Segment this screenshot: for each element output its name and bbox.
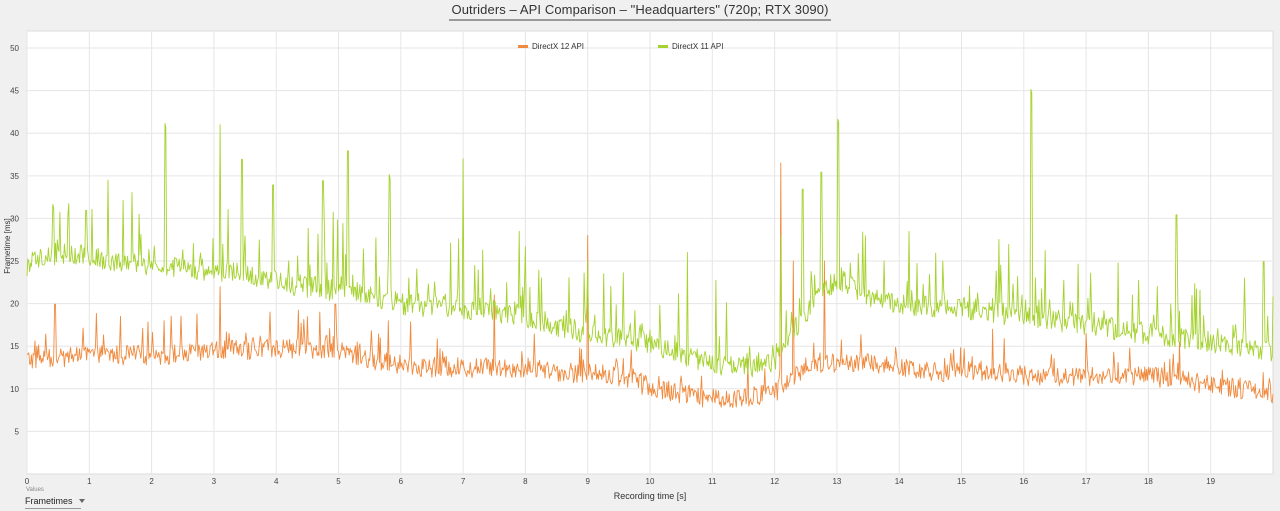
- y-tick-label: 45: [10, 87, 19, 96]
- grid: [26, 31, 1273, 474]
- legend[interactable]: DirectX 12 API DirectX 11 API: [518, 42, 723, 51]
- legend-swatch: [518, 45, 528, 48]
- x-tick-label: 3: [212, 477, 217, 486]
- x-axis-ticks: 0 1 2 3 4 5 6 7 8 9 10 11 12 13 14 15 16 17 18 19: [25, 477, 1216, 486]
- values-caption: Values: [26, 487, 44, 493]
- x-tick-label: 0: [25, 477, 30, 486]
- y-axis-ticks: 5 10 15 20 25 30 35 40 45 50: [10, 44, 19, 436]
- legend-label[interactable]: DirectX 12 API: [532, 42, 584, 51]
- x-tick-label: 9: [585, 477, 590, 486]
- x-tick-label: 11: [708, 477, 717, 486]
- x-tick-label: 6: [399, 477, 404, 486]
- chart-title: Outriders – API Comparison – "Headquarte…: [449, 2, 831, 21]
- series-select-label: Frametimes: [25, 496, 73, 506]
- x-tick-label: 12: [770, 477, 779, 486]
- series-line-dx12: [26, 162, 1274, 408]
- dropdown-underline: [25, 508, 81, 509]
- x-tick-label: 15: [957, 477, 966, 486]
- x-tick-label: 18: [1144, 477, 1153, 486]
- y-tick-label: 5: [15, 427, 20, 436]
- x-tick-label: 13: [832, 477, 841, 486]
- y-tick-label: 20: [10, 300, 19, 309]
- title-bar: Outriders – API Comparison – "Headquarte…: [0, 0, 1280, 26]
- x-tick-label: 4: [274, 477, 279, 486]
- x-axis-label: Recording time [s]: [614, 491, 687, 501]
- x-tick-label: 19: [1206, 477, 1215, 486]
- y-tick-label: 25: [10, 257, 19, 266]
- y-axis-label: Frametime [ms]: [3, 218, 12, 274]
- series-select-dropdown[interactable]: Frametimes: [25, 496, 85, 509]
- legend-label[interactable]: DirectX 11 API: [672, 42, 723, 51]
- y-tick-label: 15: [10, 342, 19, 351]
- series-layer: [26, 88, 1274, 408]
- x-tick-label: 7: [461, 477, 466, 486]
- series-line-dx11: [26, 88, 1274, 378]
- x-tick-label: 16: [1019, 477, 1028, 486]
- x-tick-label: 2: [149, 477, 154, 486]
- y-tick-label: 35: [10, 172, 19, 181]
- y-tick-label: 30: [10, 214, 19, 223]
- y-tick-label: 40: [10, 129, 19, 138]
- x-tick-label: 10: [646, 477, 655, 486]
- x-tick-label: 17: [1082, 477, 1091, 486]
- x-tick-label: 8: [523, 477, 528, 486]
- legend-swatch: [658, 45, 668, 48]
- x-tick-label: 1: [87, 477, 92, 486]
- x-tick-label: 14: [895, 477, 904, 486]
- x-tick-label: 5: [336, 477, 341, 486]
- y-tick-label: 10: [10, 385, 19, 394]
- y-tick-label: 50: [10, 44, 19, 53]
- chevron-down-icon: [78, 499, 85, 503]
